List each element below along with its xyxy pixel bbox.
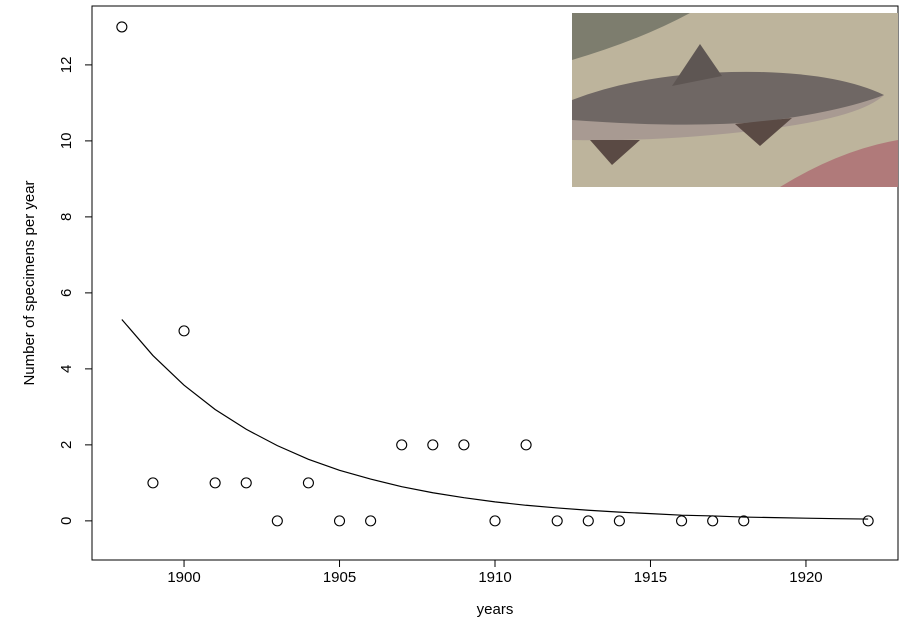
data-point	[271, 515, 283, 527]
data-point	[147, 477, 159, 489]
data-point	[676, 515, 688, 527]
data-point	[582, 515, 594, 527]
y-tick-label: 4	[58, 365, 75, 373]
data-point	[520, 439, 532, 451]
data-point	[302, 477, 314, 489]
y-tick-label: 2	[58, 441, 75, 449]
y-tick-label: 6	[58, 289, 75, 297]
y-tick-label: 0	[58, 517, 75, 525]
data-point	[333, 515, 346, 527]
data-point	[240, 477, 252, 489]
inset-photo	[572, 13, 898, 187]
x-tick-label: 1920	[789, 569, 822, 586]
data-point	[427, 439, 439, 451]
data-point	[862, 515, 874, 527]
x-tick-label: 1910	[478, 569, 511, 586]
data-point	[209, 477, 221, 489]
x-axis-label: years	[477, 601, 514, 618]
data-point	[489, 515, 501, 527]
data-point	[707, 515, 719, 527]
data-point	[178, 325, 190, 337]
data-point	[551, 515, 563, 527]
x-tick-label: 1900	[167, 569, 200, 586]
data-point	[738, 515, 750, 527]
x-tick-label: 1905	[323, 569, 356, 586]
data-point	[613, 515, 625, 527]
data-point	[458, 439, 470, 451]
y-tick-label: 12	[58, 57, 75, 74]
y-tick-label: 8	[58, 213, 75, 221]
data-point	[116, 21, 128, 33]
data-point	[396, 439, 408, 451]
fit-curve	[121, 319, 869, 520]
y-tick-label: 10	[58, 133, 75, 150]
x-tick-label: 1915	[634, 569, 667, 586]
y-axis-label: Number of specimens per year	[21, 180, 38, 385]
data-point	[365, 515, 377, 527]
